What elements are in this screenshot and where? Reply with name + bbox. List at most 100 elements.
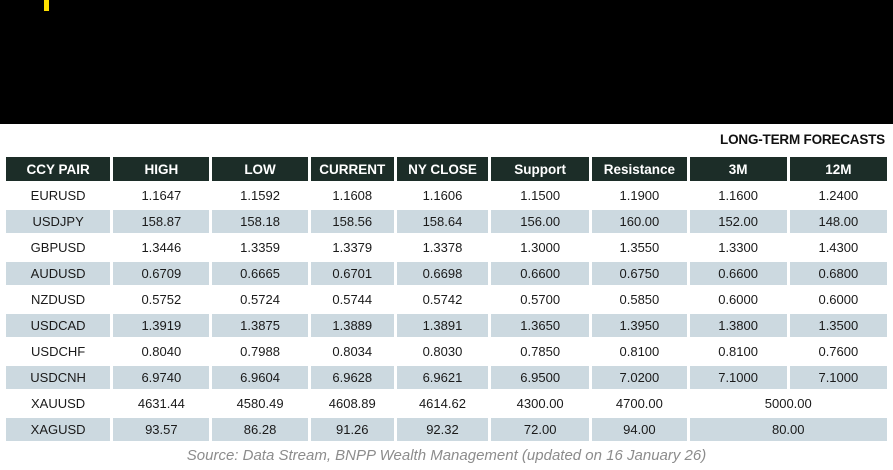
value-cell: 7.0200 — [592, 366, 687, 389]
value-cell: 0.8100 — [592, 340, 687, 363]
value-cell: 1.3500 — [789, 314, 887, 337]
table-header-row: CCY PAIR HIGH LOW CURRENT NY CLOSE Suppo… — [6, 157, 887, 181]
table-row: EURUSD 1.1647 1.1592 1.1608 1.1606 1.1500 1.19… — [6, 184, 887, 207]
value-cell: 0.5850 — [592, 288, 687, 311]
value-cell: 0.8100 — [689, 340, 787, 363]
value-cell: 0.7988 — [212, 340, 308, 363]
table-row: USDCNH 6.9740 6.9604 6.9628 6.9621 6.9500 7.02… — [6, 366, 887, 389]
yellow-accent-bar — [44, 0, 49, 11]
value-cell: 0.7850 — [491, 340, 590, 363]
value-cell: 0.8034 — [310, 340, 394, 363]
value-cell: 0.8040 — [113, 340, 210, 363]
header-12m: 12M — [789, 157, 887, 181]
value-cell: 6.9500 — [491, 366, 590, 389]
ccy-pair-cell: USDCNH — [6, 366, 111, 389]
value-cell: 152.00 — [689, 210, 787, 233]
header-current: CURRENT — [310, 157, 394, 181]
value-cell: 0.6600 — [689, 262, 787, 285]
ccy-pair-cell: EURUSD — [6, 184, 111, 207]
value-cell: 1.3359 — [212, 236, 308, 259]
value-cell: 1.3650 — [491, 314, 590, 337]
table-row: USDJPY 158.87 158.18 158.56 158.64 156.00 160.… — [6, 210, 887, 233]
value-cell: 1.1600 — [689, 184, 787, 207]
ccy-pair-cell: XAUUSD — [6, 392, 111, 415]
value-cell: 4631.44 — [113, 392, 210, 415]
value-cell: 1.1606 — [396, 184, 489, 207]
table-row: USDCHF 0.8040 0.7988 0.8034 0.8030 0.7850 0.81… — [6, 340, 887, 363]
ccy-pair-cell: NZDUSD — [6, 288, 111, 311]
source-note: Source: Data Stream, BNPP Wealth Managem… — [186, 447, 707, 464]
value-cell: 156.00 — [491, 210, 590, 233]
table-row: XAGUSD 93.57 86.28 91.26 92.32 72.00 94.00 80.0… — [6, 418, 887, 441]
header-support: Support — [491, 157, 590, 181]
value-cell: 1.1647 — [113, 184, 210, 207]
value-cell: 160.00 — [592, 210, 687, 233]
header-ccy-pair: CCY PAIR — [6, 157, 111, 181]
ccy-pair-cell: USDJPY — [6, 210, 111, 233]
top-banner — [0, 0, 893, 124]
long-term-merged-cell: 80.00 — [689, 418, 887, 441]
long-term-forecasts-label: LONG-TERM FORECASTS — [720, 132, 885, 147]
value-cell: 4300.00 — [491, 392, 590, 415]
value-cell: 7.1000 — [689, 366, 787, 389]
value-cell: 1.2400 — [789, 184, 887, 207]
value-cell: 4614.62 — [396, 392, 489, 415]
value-cell: 0.5724 — [212, 288, 308, 311]
value-cell: 1.3919 — [113, 314, 210, 337]
value-cell: 1.3300 — [689, 236, 787, 259]
header-3m: 3M — [689, 157, 787, 181]
value-cell: 72.00 — [491, 418, 590, 441]
value-cell: 4608.89 — [310, 392, 394, 415]
value-cell: 1.4300 — [789, 236, 887, 259]
value-cell: 1.3378 — [396, 236, 489, 259]
value-cell: 6.9740 — [113, 366, 210, 389]
value-cell: 4580.49 — [212, 392, 308, 415]
value-cell: 0.6000 — [689, 288, 787, 311]
value-cell: 1.3875 — [212, 314, 308, 337]
value-cell: 4700.00 — [592, 392, 687, 415]
value-cell: 1.3800 — [689, 314, 787, 337]
value-cell: 1.1592 — [212, 184, 308, 207]
value-cell: 1.3379 — [310, 236, 394, 259]
value-cell: 86.28 — [212, 418, 308, 441]
value-cell: 0.6800 — [789, 262, 887, 285]
forecast-table-body: EURUSD 1.1647 1.1592 1.1608 1.1606 1.1500 1.19… — [6, 184, 887, 441]
value-cell: 93.57 — [113, 418, 210, 441]
value-cell: 0.6698 — [396, 262, 489, 285]
value-cell: 1.3950 — [592, 314, 687, 337]
value-cell: 1.1608 — [310, 184, 394, 207]
value-cell: 1.1900 — [592, 184, 687, 207]
value-cell: 94.00 — [592, 418, 687, 441]
value-cell: 0.5752 — [113, 288, 210, 311]
value-cell: 1.1500 — [491, 184, 590, 207]
value-cell: 0.7600 — [789, 340, 887, 363]
header-low: LOW — [212, 157, 308, 181]
value-cell: 0.6709 — [113, 262, 210, 285]
header-high: HIGH — [113, 157, 210, 181]
value-cell: 0.5744 — [310, 288, 394, 311]
value-cell: 0.6665 — [212, 262, 308, 285]
table-row: GBPUSD 1.3446 1.3359 1.3379 1.3378 1.3000 1.35… — [6, 236, 887, 259]
value-cell: 0.6750 — [592, 262, 687, 285]
value-cell: 92.32 — [396, 418, 489, 441]
value-cell: 158.87 — [113, 210, 210, 233]
value-cell: 91.26 — [310, 418, 394, 441]
value-cell: 158.64 — [396, 210, 489, 233]
value-cell: 1.3889 — [310, 314, 394, 337]
ccy-pair-cell: USDCAD — [6, 314, 111, 337]
value-cell: 0.8030 — [396, 340, 489, 363]
header-ny-close: NY CLOSE — [396, 157, 489, 181]
ccy-pair-cell: USDCHF — [6, 340, 111, 363]
table-row: USDCAD 1.3919 1.3875 1.3889 1.3891 1.3650 1.39… — [6, 314, 887, 337]
header-resistance: Resistance — [592, 157, 687, 181]
value-cell: 148.00 — [789, 210, 887, 233]
value-cell: 6.9604 — [212, 366, 308, 389]
value-cell: 6.9628 — [310, 366, 394, 389]
value-cell: 1.3550 — [592, 236, 687, 259]
fx-forecast-table: CCY PAIR HIGH LOW CURRENT NY CLOSE Suppo… — [3, 154, 890, 444]
ccy-pair-cell: XAGUSD — [6, 418, 111, 441]
value-cell: 0.5700 — [491, 288, 590, 311]
ccy-pair-cell: AUDUSD — [6, 262, 111, 285]
table-row: NZDUSD 0.5752 0.5724 0.5744 0.5742 0.5700 0.58… — [6, 288, 887, 311]
